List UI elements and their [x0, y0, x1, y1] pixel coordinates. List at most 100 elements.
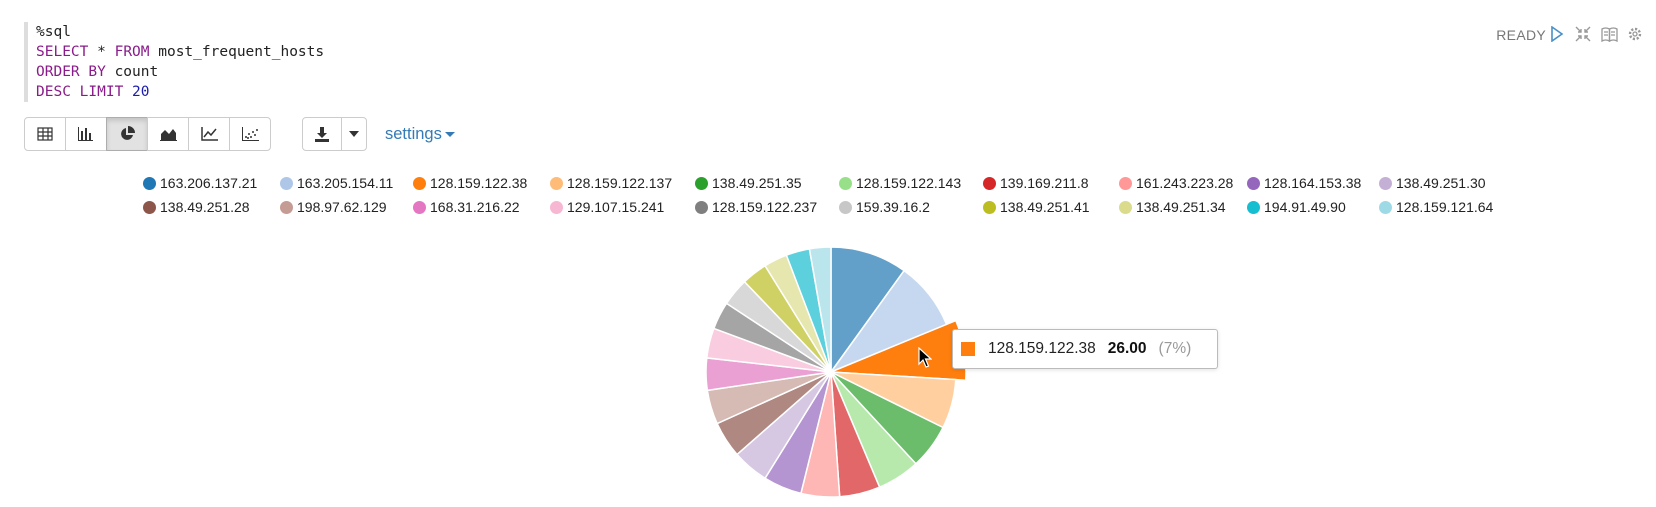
caret-down-icon	[444, 132, 455, 138]
scatter-chart-button[interactable]	[229, 117, 271, 151]
legend-item[interactable]: 138.49.251.30	[1379, 175, 1486, 191]
code-token: SELECT	[36, 44, 89, 60]
legend-swatch	[280, 200, 293, 214]
legend-item[interactable]: 138.49.251.28	[143, 199, 250, 215]
table-icon	[37, 127, 53, 141]
legend-label: 163.205.154.11	[297, 175, 394, 191]
legend-item[interactable]: 139.169.211.8	[983, 175, 1089, 191]
legend-label: 194.91.49.90	[1264, 199, 1346, 215]
legend-label: 138.49.251.35	[712, 175, 802, 191]
download-button[interactable]	[302, 117, 342, 151]
gear-icon[interactable]	[1626, 25, 1644, 43]
code-token: count	[105, 64, 159, 80]
code-token: ORDER BY	[36, 64, 106, 80]
tooltip-label: 128.159.122.38	[988, 340, 1096, 357]
legend-swatch	[550, 176, 563, 190]
pie-slice[interactable]	[830, 246, 906, 375]
download-icon	[315, 126, 329, 142]
tooltip-percent: (7%)	[1158, 340, 1192, 357]
legend-swatch	[550, 200, 563, 214]
chart-type-toolbar	[24, 117, 271, 151]
legend-item[interactable]: 138.49.251.41	[983, 199, 1090, 215]
legend-swatch	[1379, 176, 1392, 190]
legend-label: 163.206.137.21	[160, 175, 258, 191]
bar-chart-icon	[78, 127, 93, 141]
settings-label: settings	[385, 125, 442, 143]
code-line: ORDER BY count	[36, 62, 324, 82]
line-chart-icon	[200, 127, 218, 141]
code-token: DESC LIMIT	[36, 84, 124, 100]
legend-item[interactable]: 194.91.49.90	[1247, 199, 1346, 215]
code-line: %sql	[36, 22, 324, 42]
legend-item[interactable]: 128.159.122.38	[413, 175, 527, 191]
legend-swatch	[695, 200, 708, 214]
legend-label: 128.159.122.237	[712, 199, 818, 215]
code-token: %sql	[36, 24, 71, 40]
legend-item[interactable]: 128.159.122.237	[695, 199, 817, 215]
pie-chart-icon	[121, 126, 135, 140]
tooltip-value: 26.00	[1107, 340, 1147, 357]
legend-label: 159.39.16.2	[856, 199, 930, 215]
legend-swatch	[839, 176, 852, 190]
code-line: DESC LIMIT 20	[36, 82, 324, 102]
legend-item[interactable]: 128.164.153.38	[1247, 175, 1361, 191]
legend-label: 138.49.251.28	[160, 199, 250, 215]
legend-item[interactable]: 163.206.137.21	[143, 175, 257, 191]
legend-label: 128.159.122.137	[567, 175, 673, 191]
legend-label: 128.159.121.64	[1396, 199, 1494, 215]
code-token: *	[88, 44, 115, 60]
legend-item[interactable]: 161.243.223.28	[1119, 175, 1233, 191]
legend-swatch	[1379, 200, 1392, 214]
mouse-cursor-icon	[918, 347, 932, 368]
area-chart-icon	[159, 129, 177, 141]
pie-slice[interactable]	[808, 246, 832, 373]
legend-item[interactable]: 138.49.251.34	[1119, 199, 1226, 215]
code-token: FROM	[114, 44, 150, 60]
legend-label: 138.49.251.34	[1136, 199, 1226, 215]
legend-item[interactable]: 163.205.154.11	[280, 175, 393, 191]
legend-item[interactable]: 129.107.15.241	[550, 199, 664, 215]
download-group	[302, 117, 367, 151]
book-icon[interactable]	[1600, 25, 1618, 43]
legend-item[interactable]: 138.49.251.35	[695, 175, 802, 191]
legend-label: 139.169.211.8	[1000, 175, 1089, 191]
legend-label: 138.49.251.30	[1396, 175, 1486, 191]
bar-chart-button[interactable]	[65, 117, 107, 151]
legend-item[interactable]: 198.97.62.129	[280, 199, 387, 215]
scatter-chart-icon	[241, 127, 259, 141]
paragraph-controls	[1548, 25, 1644, 43]
legend-item[interactable]: 168.31.216.22	[413, 199, 520, 215]
legend-label: 128.164.153.38	[1264, 175, 1362, 191]
legend-item[interactable]: 159.39.16.2	[839, 199, 930, 215]
legend-swatch	[839, 200, 852, 214]
settings-dropdown[interactable]: settings	[385, 125, 455, 144]
legend-swatch	[983, 176, 996, 190]
chevron-down-icon	[349, 131, 359, 137]
legend-label: 138.49.251.41	[1000, 199, 1090, 215]
chart-tooltip: 128.159.122.38 26.00 (7%)	[952, 329, 1218, 369]
legend-swatch	[1119, 200, 1132, 214]
legend-label: 129.107.15.241	[567, 199, 665, 215]
legend-item[interactable]: 128.159.122.137	[550, 175, 672, 191]
legend-swatch	[413, 176, 426, 190]
legend-swatch	[143, 200, 156, 214]
legend-swatch	[143, 176, 156, 190]
legend-swatch	[983, 200, 996, 214]
paragraph-status: READY	[1496, 27, 1546, 43]
line-chart-button[interactable]	[188, 117, 230, 151]
legend-label: 161.243.223.28	[1136, 175, 1234, 191]
legend-label: 128.159.122.143	[856, 175, 962, 191]
legend-item[interactable]: 128.159.122.143	[839, 175, 961, 191]
legend-item[interactable]: 128.159.121.64	[1379, 199, 1493, 215]
legend-swatch	[695, 176, 708, 190]
legend-swatch	[1119, 176, 1132, 190]
collapse-icon[interactable]	[1574, 25, 1592, 43]
legend-label: 198.97.62.129	[297, 199, 387, 215]
legend-swatch	[413, 200, 426, 214]
run-icon[interactable]	[1548, 25, 1566, 43]
legend-swatch	[1247, 176, 1260, 190]
code-token: 20	[123, 84, 150, 100]
download-options-button[interactable]	[341, 117, 367, 151]
sql-editor[interactable]: %sql SELECT * FROM most_frequent_hosts ORD…	[24, 22, 324, 102]
